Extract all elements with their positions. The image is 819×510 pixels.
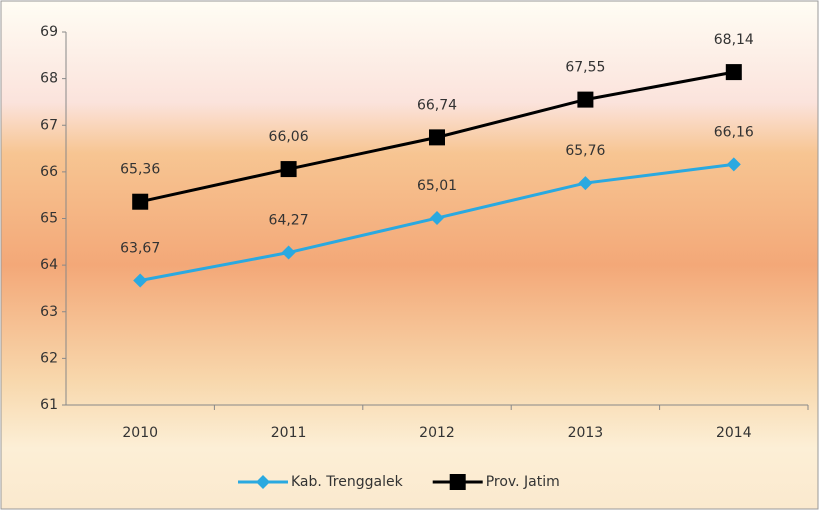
data-label: 66,06 <box>269 129 309 145</box>
data-point <box>726 157 741 172</box>
data-label: 64,27 <box>269 213 309 229</box>
x-tick-label: 2010 <box>122 425 158 441</box>
y-tick-label: 68 <box>40 71 58 87</box>
data-point <box>725 64 742 81</box>
data-label: 65,01 <box>417 178 457 194</box>
x-tick-label: 2011 <box>271 425 307 441</box>
data-label: 65,76 <box>565 143 605 159</box>
x-tick-label: 2013 <box>568 425 604 441</box>
data-point <box>577 91 594 108</box>
x-tick-label: 2014 <box>716 425 752 441</box>
y-tick-label: 67 <box>40 117 58 133</box>
legend-marker <box>256 475 270 489</box>
data-label: 63,67 <box>120 241 160 257</box>
legend-marker <box>449 474 466 490</box>
legend-label: Prov. Jatim <box>486 474 560 490</box>
y-tick-label: 64 <box>40 257 58 273</box>
y-tick-label: 61 <box>40 397 58 413</box>
y-tick-label: 65 <box>40 211 58 227</box>
data-point <box>280 161 297 178</box>
data-point <box>281 245 296 260</box>
y-tick-label: 62 <box>40 350 58 366</box>
y-tick-label: 66 <box>40 164 58 180</box>
data-label: 66,16 <box>714 124 754 140</box>
data-label: 67,55 <box>565 60 605 76</box>
data-label: 66,74 <box>417 97 457 113</box>
x-tick-label: 2012 <box>419 425 455 441</box>
y-tick-label: 63 <box>40 304 58 320</box>
data-label: 68,14 <box>714 32 754 48</box>
data-point <box>429 129 445 146</box>
data-point <box>133 273 148 288</box>
data-point <box>578 176 593 191</box>
data-point <box>132 193 149 210</box>
data-point <box>430 211 444 226</box>
data-label: 65,36 <box>120 162 160 178</box>
y-tick-label: 69 <box>40 24 58 40</box>
legend-label: Kab. Trenggalek <box>291 474 404 490</box>
